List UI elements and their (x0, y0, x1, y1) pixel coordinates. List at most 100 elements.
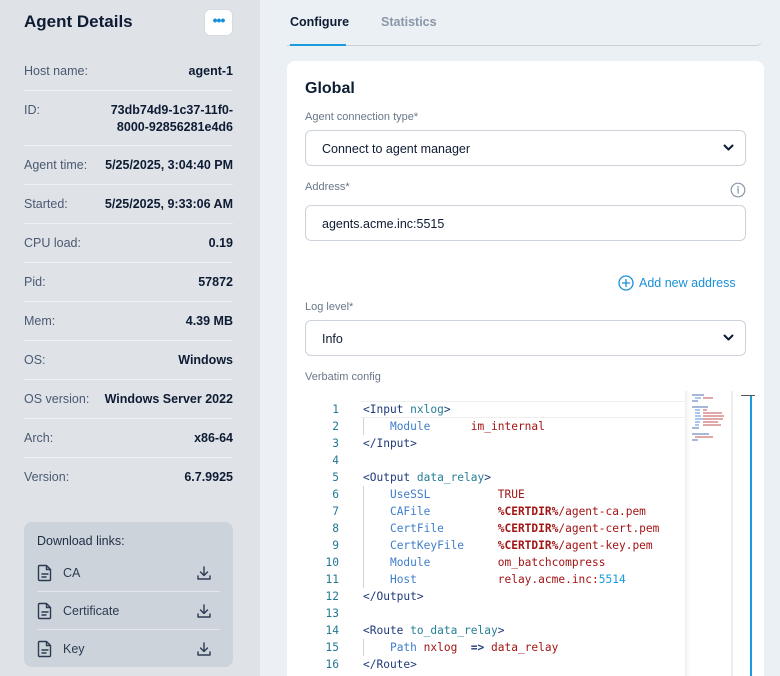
agent-details-sidebar: Agent Details ••• Host name: agent-1 ID:… (0, 0, 260, 676)
download-links-title: Download links: (37, 534, 125, 548)
address-input[interactable]: agents.acme.inc:5515 (305, 205, 746, 241)
current-line-highlight (361, 401, 685, 418)
code-line: 8 CertFile %CERTDIR%/agent-cert.pem (332, 522, 660, 535)
log-level-label: Log level* (305, 301, 354, 313)
detail-value: 0.19 (208, 236, 233, 250)
info-icon[interactable] (730, 182, 746, 198)
detail-label: Version: (24, 470, 70, 484)
connection-type-label: Agent connection type* (305, 111, 419, 123)
tab-statistics[interactable]: Statistics (381, 15, 437, 29)
code-line: 7 CAFile %CERTDIR%/agent-ca.pem (332, 505, 646, 518)
document-icon (37, 564, 52, 581)
id-line-1: 73db74d9-1c37-11f0- (110, 103, 233, 117)
code-line: 13 (325, 607, 339, 620)
editor-scroll-track (731, 391, 733, 676)
detail-label: Mem: (24, 314, 56, 328)
verbatim-config-editor[interactable]: 1 <Input nxlog> 2 Module im_internal 3 </I… (305, 391, 755, 676)
detail-value: x86-64 (194, 431, 233, 445)
detail-row-os-version: OS version: Windows Server 2022 (24, 380, 233, 419)
download-link-certificate[interactable]: Certificate (37, 592, 220, 630)
detail-row-os: OS: Windows (24, 341, 233, 380)
code-line: 1 <Input nxlog> (332, 403, 451, 416)
download-link-label: Certificate (63, 603, 120, 618)
code-line: 9 CertKeyFile %CERTDIR%/agent-key.pem (332, 539, 653, 552)
sidebar-title: Agent Details (24, 12, 133, 31)
indent-guide (363, 486, 364, 588)
code-line: 10 Module om_batchcompress (325, 556, 606, 569)
detail-row-pid: Pid: 57872 (24, 263, 233, 302)
code-line: 5 <Output data_relay> (332, 471, 491, 484)
detail-label: OS: (24, 353, 46, 367)
download-icon[interactable] (196, 603, 212, 619)
indent-guide (363, 639, 364, 656)
code-line: 6 UseSSL TRUE (332, 488, 525, 501)
document-icon (37, 640, 52, 658)
document-icon (37, 602, 52, 619)
more-icon: ••• (212, 11, 226, 28)
detail-value: 73db74d9-1c37-11f0- 8000-92856281e4d6 (111, 102, 233, 136)
detail-row-version: Version: 6.7.9925 (24, 458, 233, 497)
plus-circle-icon (618, 275, 634, 291)
download-link-label: Key (63, 642, 85, 656)
detail-value: agent-1 (188, 64, 233, 78)
log-level-select[interactable]: Info (305, 320, 746, 356)
tab-bar: Configure Statistics (287, 0, 762, 46)
detail-label: OS version: (24, 392, 90, 406)
detail-label: Started: (24, 197, 68, 211)
detail-value: 57872 (198, 275, 233, 289)
download-icon[interactable] (196, 641, 212, 657)
code-line: 3 </Input> (332, 437, 417, 450)
download-link-ca[interactable]: CA (37, 554, 220, 592)
detail-row-host-name: Host name: agent-1 (24, 52, 233, 91)
add-new-address-button[interactable]: Add new address (618, 275, 736, 291)
detail-value: 6.7.9925 (184, 470, 233, 484)
global-config-card: Global Agent connection type* Connect to… (287, 61, 764, 676)
verbatim-config-label: Verbatim config (305, 371, 381, 383)
address-label: Address* (305, 181, 350, 193)
more-options-button[interactable]: ••• (204, 9, 233, 36)
section-title: Global (305, 80, 355, 97)
connection-type-value: Connect to agent manager (322, 142, 471, 156)
code-line: 11 Host relay.acme.inc:5514 (325, 573, 626, 586)
detail-row-arch: Arch: x86-64 (24, 419, 233, 458)
detail-value: 5/25/2025, 9:33:06 AM (104, 197, 233, 211)
detail-label: Agent time: (24, 158, 88, 172)
id-line-2: 8000-92856281e4d6 (116, 120, 233, 134)
indent-guide (363, 418, 364, 435)
detail-row-cpu-load: CPU load: 0.19 (24, 224, 233, 263)
detail-label: ID: (24, 103, 40, 117)
code-line: 15 Path nxlog => data_relay (325, 641, 559, 654)
detail-value: 4.39 MB (185, 314, 233, 328)
detail-row-started: Started: 5/25/2025, 9:33:06 AM (24, 185, 233, 224)
detail-label: Arch: (24, 431, 54, 445)
code-line: 12 </Output> (325, 590, 424, 603)
detail-row-mem: Mem: 4.39 MB (24, 302, 233, 341)
download-links-box: Download links: CA Certificate Key (24, 522, 233, 667)
chevron-down-icon (723, 144, 734, 151)
code-lines: 1 <Input nxlog> 2 Module im_internal 3 </I… (305, 401, 685, 673)
download-icon[interactable] (196, 565, 212, 581)
connection-type-select[interactable]: Connect to agent manager (305, 130, 746, 166)
detail-value: Windows Server 2022 (104, 392, 233, 406)
agent-details-list: Host name: agent-1 ID: 73db74d9-1c37-11f… (24, 52, 233, 497)
detail-row-agent-time: Agent time: 5/25/2025, 3:04:40 PM (24, 146, 233, 185)
detail-label: CPU load: (24, 236, 81, 250)
detail-label: Pid: (24, 275, 46, 289)
detail-row-id: ID: 73db74d9-1c37-11f0- 8000-92856281e4d… (24, 91, 233, 146)
tab-configure[interactable]: Configure (290, 15, 350, 29)
detail-value: Windows (178, 353, 233, 367)
download-link-label: CA (63, 565, 81, 580)
code-line: 2 Module im_internal (332, 420, 545, 433)
editor-minimap[interactable] (685, 391, 755, 676)
detail-value: 5/25/2025, 3:04:40 PM (105, 158, 233, 172)
add-new-address-label: Add new address (639, 276, 736, 290)
download-link-key[interactable]: Key (37, 630, 220, 668)
log-level-value: Info (322, 332, 343, 346)
address-value: agents.acme.inc:5515 (322, 217, 445, 231)
active-tab-indicator (290, 44, 346, 46)
editor-scrollbar[interactable] (750, 396, 752, 676)
detail-label: Host name: (24, 64, 88, 78)
chevron-down-icon (723, 334, 734, 341)
code-line: 4 (332, 454, 339, 467)
code-line: 14 <Route to_data_relay> (325, 624, 505, 637)
